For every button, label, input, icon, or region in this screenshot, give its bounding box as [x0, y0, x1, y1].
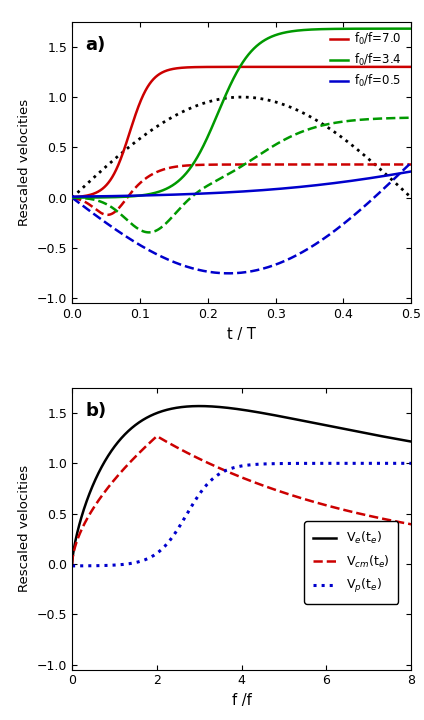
- X-axis label: f /f: f /f: [232, 693, 251, 708]
- X-axis label: t / T: t / T: [227, 327, 256, 342]
- Y-axis label: Rescaled velocities: Rescaled velocities: [18, 99, 31, 226]
- Text: a): a): [86, 36, 106, 54]
- Y-axis label: Rescaled velocities: Rescaled velocities: [18, 465, 31, 593]
- Text: b): b): [86, 402, 107, 420]
- Legend: V$_e$(t$_e$), V$_{cm}$(t$_e$), V$_p$(t$_e$): V$_e$(t$_e$), V$_{cm}$(t$_e$), V$_p$(t$_…: [304, 521, 398, 604]
- Legend: f$_0$/f=7.0, f$_0$/f=3.4, f$_0$/f=0.5: f$_0$/f=7.0, f$_0$/f=3.4, f$_0$/f=0.5: [327, 27, 405, 92]
